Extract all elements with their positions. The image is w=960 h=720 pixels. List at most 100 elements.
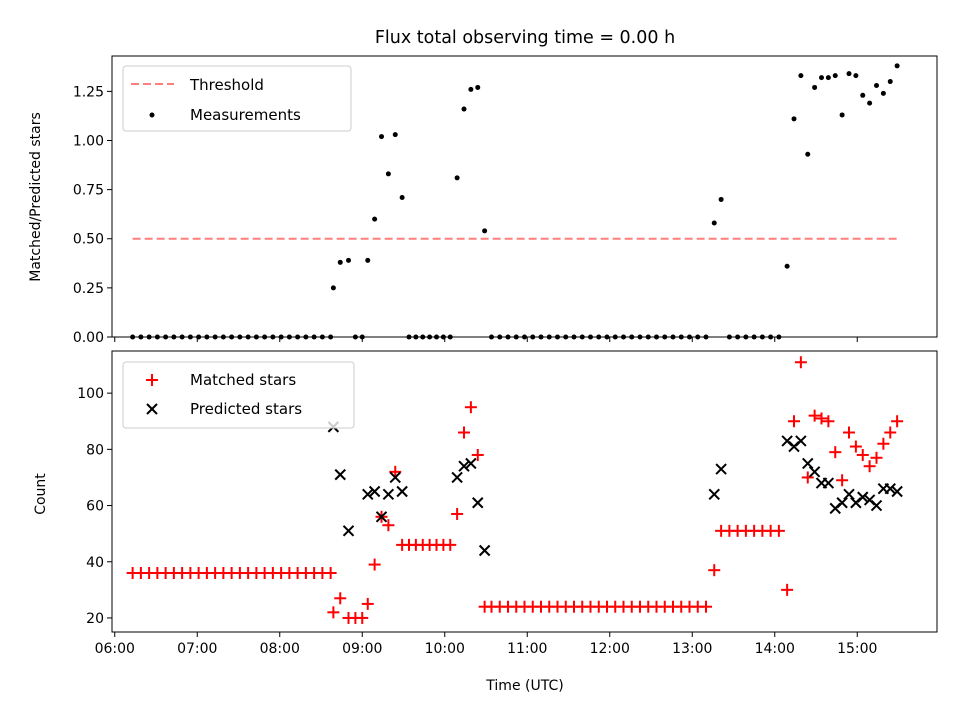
matched-stars-point: [808, 409, 821, 422]
x-tick-label: 12:00: [590, 641, 630, 657]
matched-stars-point: [836, 474, 849, 487]
bottom-y-axis-label: Count: [33, 473, 49, 515]
measurement-point: [718, 196, 724, 202]
x-tick-label: 14:00: [755, 641, 795, 657]
measurement-point: [392, 132, 398, 138]
predicted-stars-point: [795, 435, 807, 447]
y-tick-label: 100: [77, 386, 104, 402]
measurement-point: [379, 134, 384, 140]
matched-stars-point: [849, 440, 862, 453]
predicted-stars-point: [857, 491, 869, 503]
legend-predicted-label: Predicted stars: [190, 400, 302, 418]
x-tick-label: 07:00: [177, 641, 217, 657]
matched-stars-point: [324, 566, 337, 579]
predicted-stars-point: [802, 457, 814, 470]
matched-stars-point: [368, 558, 381, 571]
matched-stars-point: [464, 401, 477, 414]
measurement-point: [791, 116, 797, 122]
measurement-point: [798, 73, 804, 79]
measurement-point: [874, 82, 879, 88]
predicted-stars-point: [389, 471, 401, 484]
top-axes-frame: [111, 55, 938, 338]
measurement-point: [461, 106, 467, 112]
measurement-point: [825, 75, 831, 81]
predicted-stars-point: [808, 466, 821, 478]
predicted-stars-point: [382, 488, 395, 501]
x-tick-label: 13:00: [672, 641, 712, 657]
bottom-legend-box: [122, 361, 355, 429]
predicted-stars-point: [458, 460, 470, 472]
y-tick-label: 1.00: [73, 133, 104, 149]
matched-stars-point: [356, 611, 369, 624]
y-tick-label: 20: [86, 611, 104, 627]
legend-measurements-swatch: [149, 112, 155, 118]
matched-stars-point: [843, 426, 855, 439]
measurement-point: [468, 86, 474, 92]
matched-stars-point: [334, 592, 347, 605]
matched-stars-point: [382, 519, 395, 532]
measurement-point: [475, 84, 481, 90]
matched-stars-point: [829, 446, 842, 459]
matched-stars-point: [877, 437, 890, 450]
matched-stars-point: [856, 448, 869, 461]
x-tick-label: 06:00: [95, 641, 135, 657]
matched-stars-point: [891, 415, 904, 428]
measurement-point: [853, 73, 859, 79]
measurement-point: [880, 90, 886, 96]
predicted-stars-point: [368, 485, 381, 498]
measurement-point: [337, 259, 343, 265]
matched-stars-point: [781, 583, 794, 596]
predicted-stars-point: [884, 482, 896, 495]
measurement-point: [482, 228, 488, 234]
measurement-point: [860, 92, 866, 98]
y-tick-label: 0.25: [73, 281, 104, 297]
x-tick-label: 08:00: [260, 641, 300, 657]
matched-stars-point: [794, 356, 807, 369]
matched-stars-point: [700, 600, 712, 613]
measurement-point: [365, 257, 371, 263]
top-panel: Flux total observing time = 0.00 h Match…: [28, 28, 938, 346]
predicted-stars-point: [472, 497, 484, 509]
predicted-stars-point: [836, 497, 848, 509]
matched-stars-point: [815, 412, 828, 425]
matched-stars-point: [451, 507, 464, 520]
matched-stars-point: [884, 426, 897, 439]
y-tick-label: 80: [86, 442, 104, 458]
predicted-stars-point: [465, 457, 477, 470]
matched-stars-point: [361, 597, 374, 610]
measurement-point: [399, 194, 405, 200]
predicted-stars-point: [451, 471, 463, 484]
matched-stars-point: [458, 426, 470, 439]
matched-stars-point: [389, 465, 402, 478]
measurement-point: [819, 75, 824, 81]
bottom-plot-area: 20 40 60 80 100 06:00 07:00 08:00 09:00 10:00 11:0…: [77, 356, 904, 657]
matched-stars-point: [822, 415, 835, 428]
predicted-stars-point: [362, 488, 374, 501]
predicted-stars-point: [342, 525, 355, 537]
predicted-stars-point: [375, 511, 388, 523]
measurement-point: [805, 151, 811, 157]
measurement-point: [711, 220, 717, 226]
predicted-stars-point: [708, 488, 720, 501]
measurement-point: [454, 175, 460, 181]
measurement-point: [839, 112, 845, 118]
top-chart-title: Flux total observing time = 0.00 h: [375, 28, 675, 48]
top-legend-box: [122, 65, 352, 132]
measurement-point: [867, 100, 873, 106]
y-tick-label: 40: [86, 555, 104, 571]
measurement-point: [887, 79, 893, 85]
bottom-x-axis-label: Time (UTC): [485, 678, 563, 694]
measurement-point: [846, 71, 852, 77]
legend-measurements-label: Measurements: [190, 106, 301, 124]
predicted-stars-point: [715, 463, 727, 475]
y-tick-label: 0.00: [73, 330, 104, 346]
measurement-point: [832, 73, 838, 79]
legend-matched-swatch: [146, 374, 158, 386]
predicted-stars-point: [843, 488, 855, 501]
predicted-stars-point: [891, 485, 903, 498]
x-tick-label: 11:00: [507, 641, 547, 657]
top-y-axis-label: Matched/Predicted stars: [28, 112, 44, 282]
legend-predicted-swatch: [146, 403, 158, 415]
legend-matched-label: Matched stars: [190, 371, 296, 389]
x-tick-label: 15:00: [837, 641, 877, 657]
